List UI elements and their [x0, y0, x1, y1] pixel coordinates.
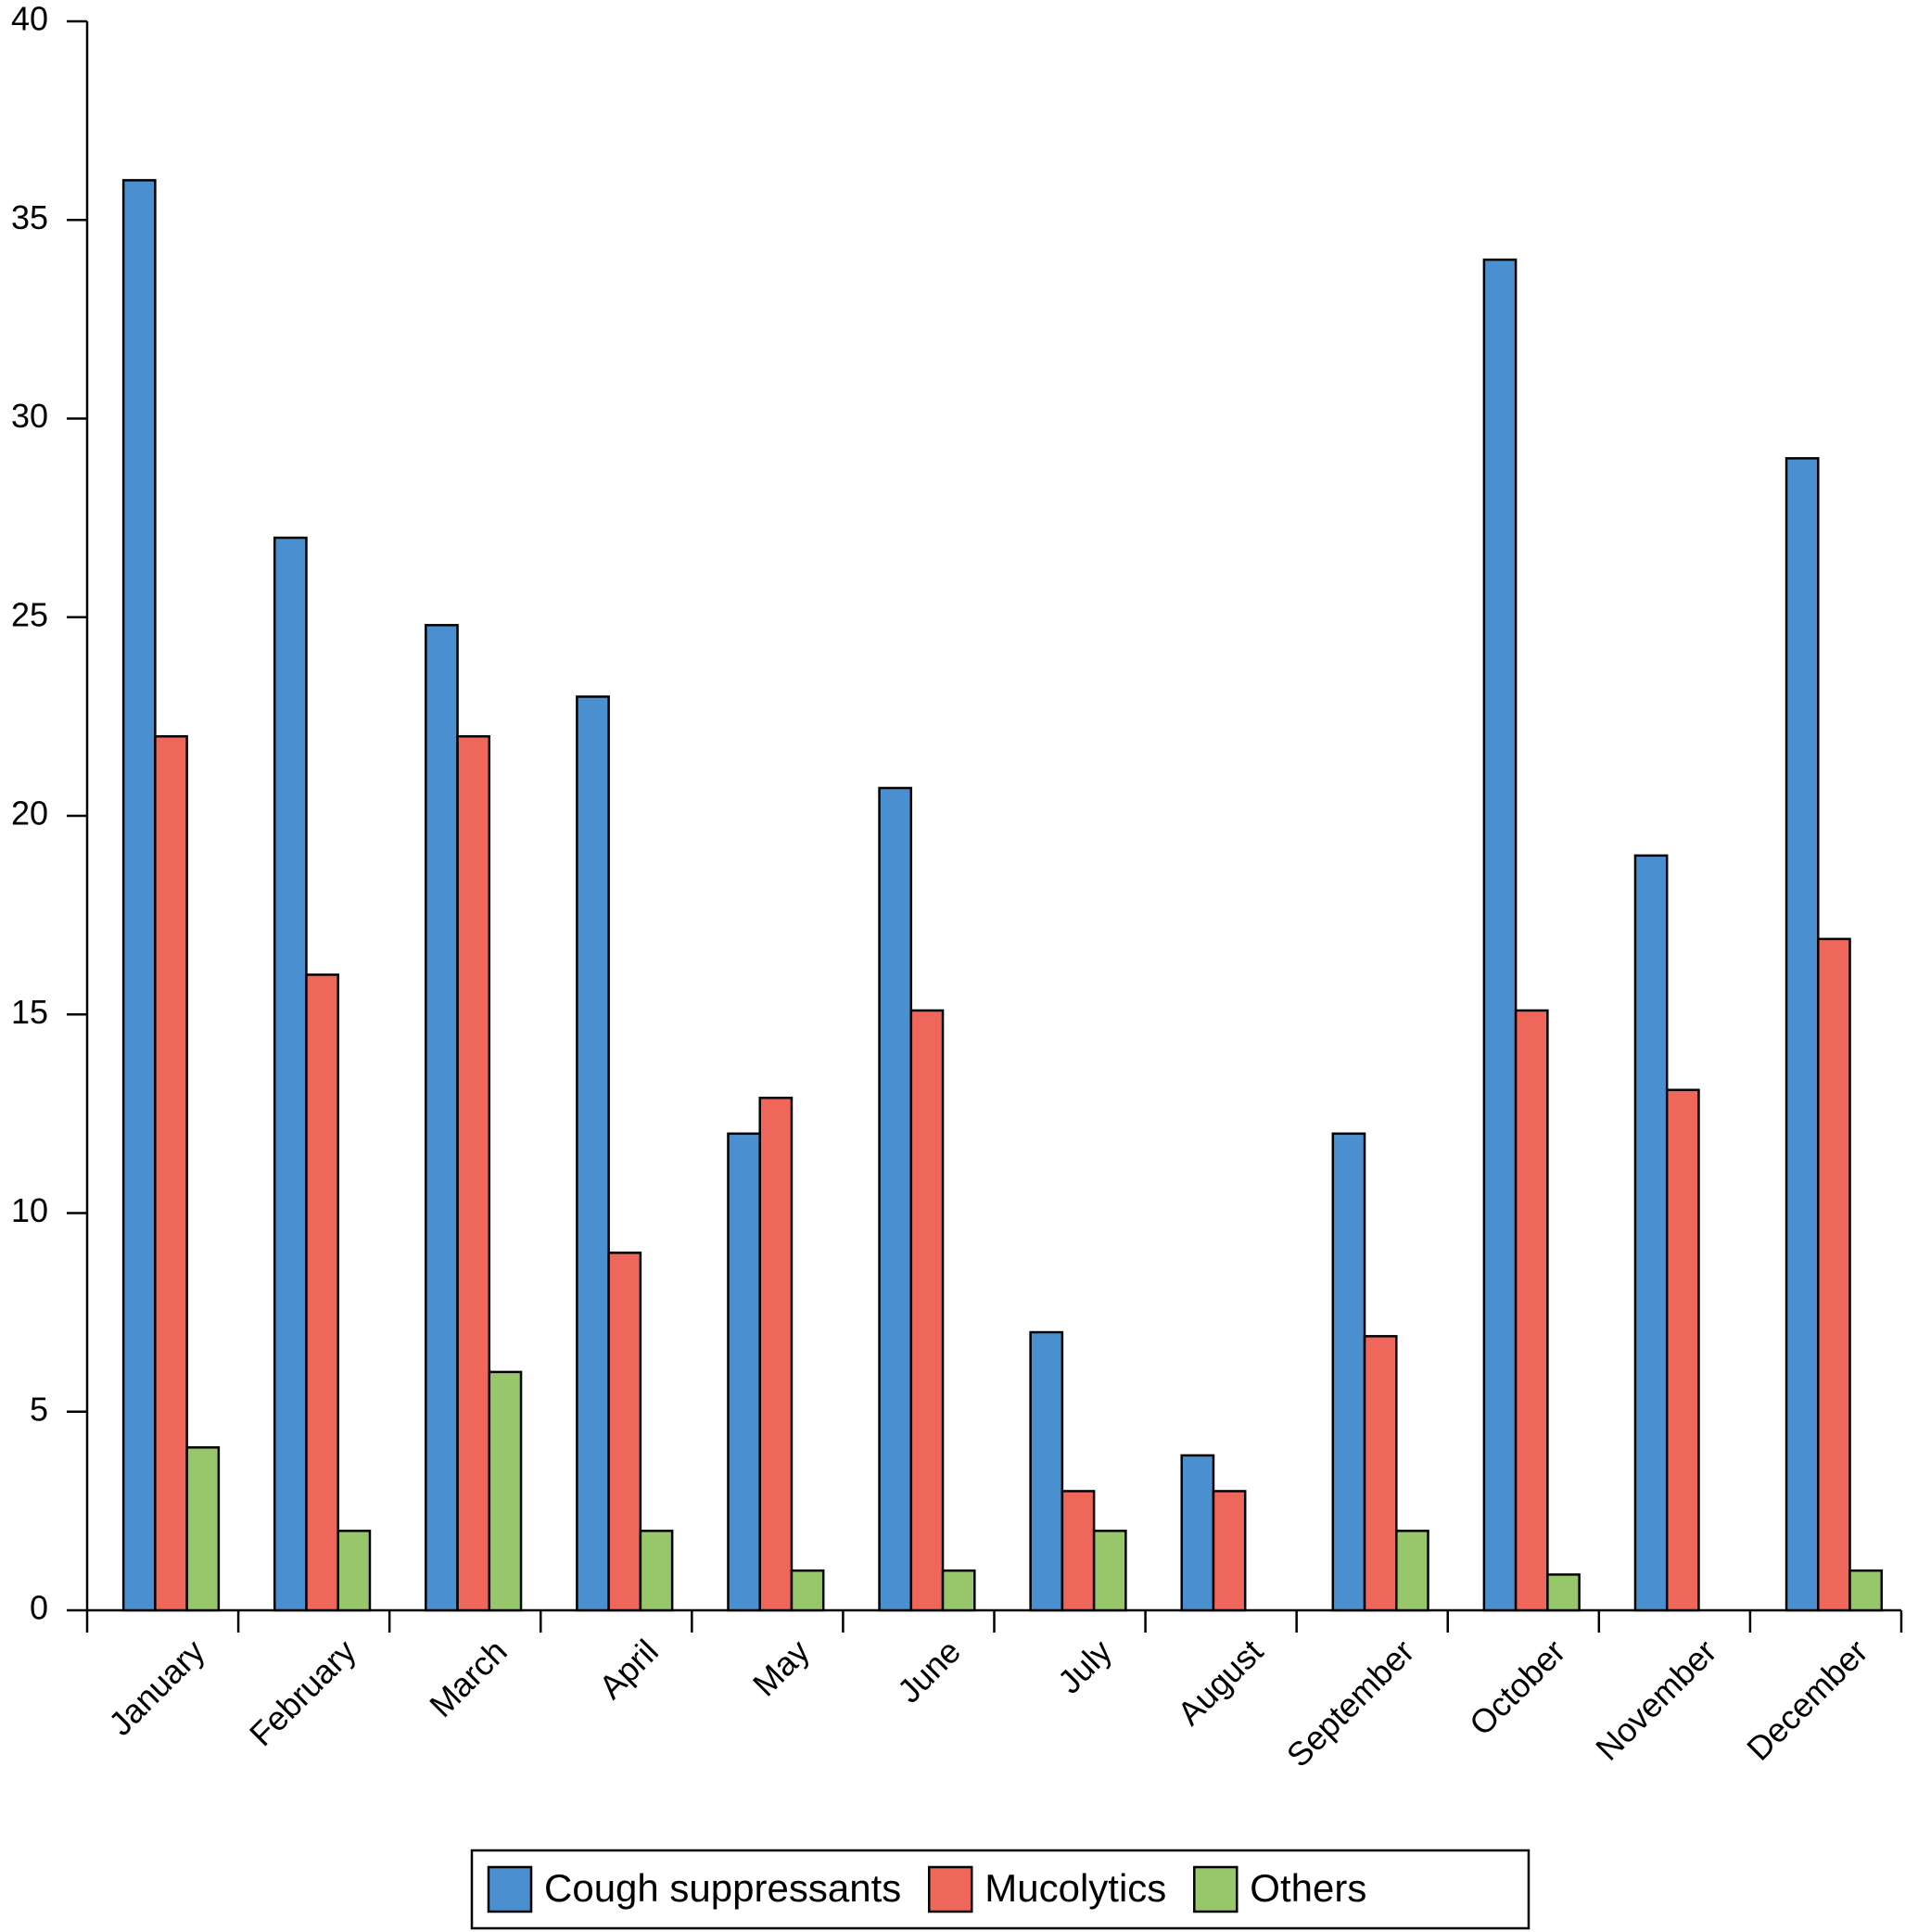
legend-label: Cough suppressants [544, 1866, 901, 1910]
bar [121, 179, 157, 1612]
bar [758, 1096, 794, 1612]
bar [1817, 937, 1851, 1612]
legend-label: Others [1250, 1866, 1366, 1910]
legend-swatch [1193, 1865, 1238, 1913]
bar [1546, 1573, 1581, 1612]
y-tick-label: 10 [11, 1191, 48, 1229]
x-tick-label: December [1739, 1632, 1874, 1767]
bar [1514, 1009, 1549, 1612]
bar [1212, 1490, 1247, 1612]
bar [790, 1569, 825, 1612]
bar [607, 1252, 642, 1612]
bar [909, 1009, 945, 1612]
bar [576, 695, 610, 1612]
bar [154, 735, 188, 1612]
bar [337, 1530, 372, 1612]
bar [1092, 1530, 1127, 1612]
bar [1665, 1088, 1700, 1612]
bar [1363, 1335, 1398, 1612]
y-tick-label: 15 [11, 993, 48, 1031]
y-tick-label: 0 [30, 1589, 48, 1627]
x-tick-label: October [1462, 1632, 1573, 1743]
bar [425, 624, 459, 1612]
bar [727, 1132, 761, 1612]
bar [1180, 1454, 1215, 1612]
bar [1784, 457, 1820, 1612]
bar [639, 1530, 674, 1612]
bar [488, 1370, 523, 1612]
bar [1331, 1132, 1366, 1612]
legend-swatch [487, 1865, 533, 1913]
y-tick-label: 20 [11, 794, 48, 833]
y-tick-label: 30 [11, 397, 48, 435]
bar [878, 786, 913, 1612]
x-tick-label: July [1050, 1632, 1119, 1700]
legend-box [470, 1849, 1530, 1930]
x-tick-label: November [1588, 1632, 1723, 1767]
bar [185, 1446, 221, 1612]
bar [1029, 1330, 1064, 1612]
y-tick-label: 25 [11, 595, 48, 633]
y-tick-label: 35 [11, 198, 48, 236]
legend-swatch [928, 1865, 973, 1913]
x-tick-label: February [242, 1632, 363, 1753]
bar [273, 536, 308, 1612]
x-tick-label: June [890, 1632, 968, 1710]
bar [1060, 1490, 1096, 1612]
bar [1633, 854, 1669, 1612]
bar [305, 973, 339, 1612]
x-tick-label: August [1170, 1632, 1270, 1732]
x-tick-label: September [1279, 1632, 1422, 1774]
x-tick-label: May [745, 1632, 817, 1703]
x-tick-label: April [591, 1632, 666, 1706]
bar [1848, 1569, 1884, 1612]
bar [941, 1569, 976, 1612]
y-tick-label: 40 [11, 0, 48, 38]
bar [1395, 1530, 1429, 1612]
y-tick-label: 5 [30, 1390, 48, 1428]
bar [456, 735, 491, 1612]
bar [1482, 258, 1518, 1612]
x-tick-label: January [101, 1632, 212, 1743]
legend-label: Mucolytics [984, 1866, 1166, 1910]
x-tick-label: March [422, 1632, 514, 1724]
legend: Cough suppressants Mucolytics Others [470, 1849, 1530, 1930]
